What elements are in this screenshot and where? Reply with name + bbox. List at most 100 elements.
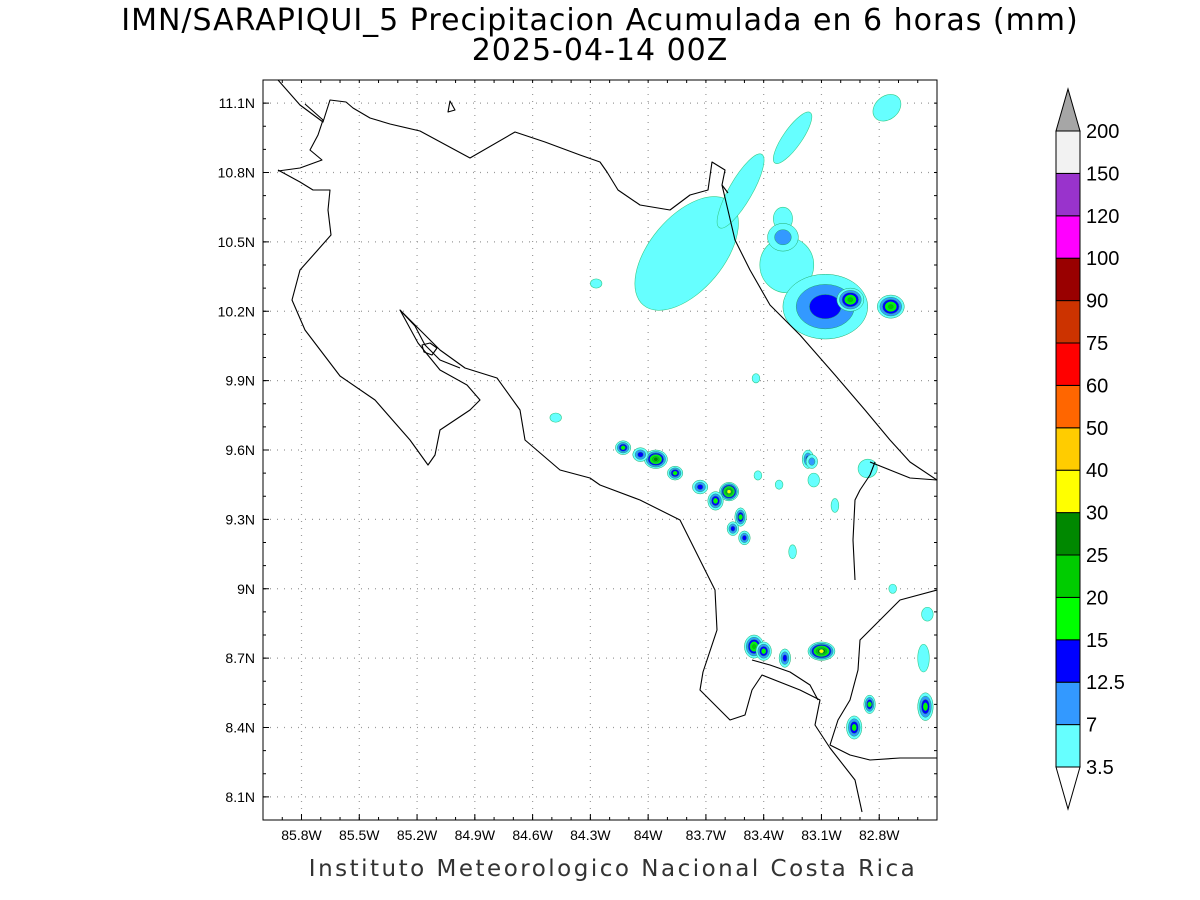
precip-cell-level-12.5 [742, 535, 747, 541]
colorbar-label: 60 [1086, 375, 1108, 397]
precip-area-light [753, 470, 763, 481]
lat-tick-label: 9.6N [225, 442, 255, 458]
lon-tick-label: 84W [634, 827, 664, 843]
colorbar-swatch [1055, 130, 1081, 174]
lat-tick-label: 8.1N [225, 789, 255, 805]
colorbar-swatch [1055, 596, 1081, 641]
colorbar-label: 7 [1086, 715, 1097, 737]
coastline-segment [277, 80, 937, 481]
map-valid-time: 2025-04-14 00Z [471, 33, 729, 68]
precip-cell-level-12.5 [782, 654, 788, 662]
precip-cell-level-15 [620, 445, 626, 450]
colorbar-label: 40 [1086, 460, 1108, 482]
colorbar-min-triangle [1055, 766, 1081, 811]
precip-cell-level-30 [726, 489, 732, 494]
lat-tick-label: 10.8N [218, 165, 255, 181]
colorbar-swatch [1055, 554, 1081, 598]
colorbar-swatch [1055, 384, 1081, 429]
colorbar-label: 150 [1086, 163, 1119, 185]
precip-cell-level-20 [846, 296, 854, 303]
precip-cell-level-12.5 [809, 294, 842, 320]
lat-tick-label: 11.1N [219, 95, 255, 111]
colorbar-swatch [1055, 427, 1081, 471]
precip-cell-level-15 [713, 497, 718, 504]
precip-cell-level-15 [867, 701, 872, 708]
colorbar-label: 50 [1086, 418, 1108, 440]
map-axes: 85.8W 85.5W 85.2W 84.9W 84.6W 84.3W 84W 83.7W 83… [218, 80, 937, 843]
lon-tick-label: 85.8W [281, 827, 322, 843]
precip-cell-level-15 [738, 514, 743, 520]
colorbar-label: 12.5 [1086, 672, 1125, 694]
lat-tick-label: 10.2N [218, 303, 255, 319]
precip-area-light [921, 606, 934, 622]
coastline-segment [852, 461, 876, 581]
precip-area-light [788, 544, 797, 559]
precip-cell-level-15 [922, 702, 928, 711]
colorbar: 3.5 7 12.5 15 20 25 30 40 50 60 75 90 100 120 150 200 [1055, 87, 1125, 811]
colorbar-label: 20 [1086, 587, 1108, 609]
lon-tick-label: 83.4W [743, 827, 784, 843]
precip-cell-level-15 [761, 648, 767, 655]
lat-tick-label: 9.3N [225, 511, 255, 527]
precip-area-light [857, 458, 878, 479]
lon-tick-label: 85.2W [397, 827, 438, 843]
precip-area-light [872, 94, 902, 122]
coastline-segment [751, 659, 819, 701]
colorbar-swatch [1055, 681, 1081, 726]
colorbar-label: 75 [1086, 333, 1108, 355]
colorbar-swatch [1055, 512, 1081, 556]
colorbar-swatch [1055, 639, 1081, 683]
map-grid [263, 80, 937, 820]
precip-area-light [917, 643, 930, 673]
precip-area-light [773, 111, 813, 164]
lat-tick-label: 9.9N [225, 373, 255, 389]
precip-cell-level-30 [818, 648, 824, 654]
precip-cell-level-20 [751, 643, 757, 650]
precip-cell-level-12.5 [730, 525, 736, 532]
lon-tick-label: 83.7W [686, 827, 727, 843]
lon-tick-label: 84.3W [570, 827, 611, 843]
precipitation-field [549, 94, 934, 740]
colorbar-label: 30 [1086, 503, 1108, 525]
precip-cell-level-15 [672, 470, 678, 476]
precip-area-light [888, 583, 897, 594]
precip-cell-level-7 [808, 457, 816, 466]
colorbar-swatch [1055, 215, 1081, 259]
coastline-segment [277, 103, 324, 172]
coastline-segment [721, 184, 729, 194]
precip-area-light [830, 498, 840, 513]
precip-area-light [751, 373, 761, 384]
colorbar-label: 15 [1086, 630, 1108, 652]
coastline-segment [277, 169, 863, 813]
colorbar-label: 25 [1086, 545, 1108, 567]
precip-cell-level-20 [887, 303, 895, 310]
lon-tick-label: 84.6W [512, 827, 553, 843]
coastline-segment [399, 309, 461, 369]
precip-area-light [774, 479, 784, 490]
lon-tick-label: 83.1W [801, 827, 842, 843]
colorbar-swatch [1055, 724, 1081, 768]
coastline-segment [421, 342, 438, 356]
colorbar-swatch [1055, 257, 1081, 302]
lat-tick-label: 9N [237, 581, 255, 597]
coastline-segment [447, 100, 456, 113]
precip-area-light [807, 472, 820, 488]
colorbar-label: 200 [1086, 121, 1119, 143]
precip-area-light [549, 412, 562, 423]
lon-tick-label: 85.5W [339, 827, 380, 843]
colorbar-swatch [1055, 172, 1081, 217]
colorbar-swatch [1055, 469, 1081, 514]
lat-tick-label: 8.4N [225, 720, 255, 736]
precip-cell-level-12.5 [696, 484, 704, 490]
lon-tick-label: 82.8W [859, 827, 900, 843]
colorbar-swatch [1055, 342, 1081, 386]
coastline-segment [829, 589, 937, 761]
footer-credit: Instituto Meteorologico Nacional Costa R… [308, 856, 918, 882]
coastline-segment [869, 461, 937, 481]
precip-cell-level-15 [851, 723, 857, 732]
precip-cell-level-7 [774, 229, 792, 246]
colorbar-label: 3.5 [1086, 757, 1114, 779]
colorbar-max-triangle [1055, 87, 1081, 132]
lat-tick-label: 8.7N [225, 650, 255, 666]
